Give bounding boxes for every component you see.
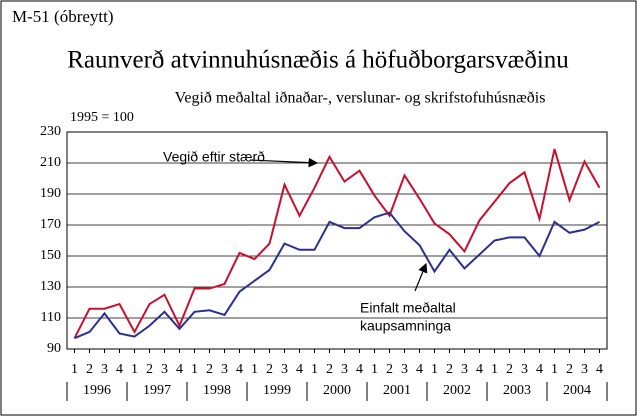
x-group-label: 2001 <box>383 383 411 398</box>
x-group-label: 2004 <box>563 383 591 398</box>
x-group-label: 2002 <box>443 383 471 398</box>
x-group-label: 1997 <box>143 383 171 398</box>
chart-label: M-51 (óbreytt) <box>12 7 114 26</box>
y-tick-label: 130 <box>40 279 61 294</box>
x-tick-label: 3 <box>521 362 528 377</box>
x-tick-label: 2 <box>506 362 513 377</box>
x-tick-label: 4 <box>536 362 543 377</box>
y-axis-label: 1995 = 100 <box>70 110 134 125</box>
x-tick-label: 1 <box>71 362 78 377</box>
x-tick-label: 2 <box>206 362 213 377</box>
y-tick-label: 230 <box>40 124 61 139</box>
x-tick-label: 2 <box>446 362 453 377</box>
x-tick-label: 1 <box>131 362 138 377</box>
y-tick-label: 190 <box>40 186 61 201</box>
annotation: kaupsamninga <box>360 318 451 334</box>
series-line <box>74 211 600 340</box>
x-tick-label: 3 <box>341 362 348 377</box>
x-tick-label: 4 <box>356 362 363 377</box>
x-tick-label: 4 <box>476 362 483 377</box>
x-tick-label: 3 <box>581 362 588 377</box>
x-tick-label: 2 <box>566 362 573 377</box>
y-tick-label: 150 <box>40 248 61 263</box>
plot-frame <box>66 131 608 350</box>
series-line <box>73 148 601 339</box>
x-group-label: 1999 <box>263 383 291 398</box>
x-tick-label: 2 <box>146 362 153 377</box>
x-tick-label: 4 <box>116 362 123 377</box>
x-tick-label: 1 <box>191 362 198 377</box>
x-group-label: 1996 <box>83 383 111 398</box>
x-tick-label: 1 <box>371 362 378 377</box>
x-tick-label: 1 <box>311 362 318 377</box>
x-group-label: 2003 <box>503 383 531 398</box>
x-tick-label: 3 <box>281 362 288 377</box>
x-tick-label: 3 <box>161 362 168 377</box>
x-tick-label: 1 <box>251 362 258 377</box>
x-tick-label: 4 <box>236 362 243 377</box>
x-tick-label: 3 <box>461 362 468 377</box>
y-tick-label: 90 <box>47 341 61 356</box>
annotation-arrow <box>414 262 428 292</box>
x-tick-label: 4 <box>596 362 603 377</box>
chart-subtitle: Vegið meðaltal iðnaðar-, verslunar- og s… <box>175 90 546 107</box>
x-tick-label: 2 <box>326 362 333 377</box>
x-tick-label: 4 <box>416 362 423 377</box>
x-tick-label: 3 <box>101 362 108 377</box>
x-group-label: 1998 <box>203 383 231 398</box>
y-tick-label: 110 <box>41 310 61 325</box>
x-tick-label: 1 <box>431 362 438 377</box>
x-group-label: 2000 <box>323 383 351 398</box>
y-tick-label: 170 <box>40 217 61 232</box>
x-tick-label: 4 <box>176 362 183 377</box>
x-tick-label: 1 <box>551 362 558 377</box>
x-tick-label: 2 <box>86 362 93 377</box>
annotation-arrow <box>249 157 319 168</box>
x-tick-label: 2 <box>266 362 273 377</box>
x-tick-label: 4 <box>296 362 303 377</box>
y-tick-label: 210 <box>40 155 61 170</box>
x-tick-label: 1 <box>491 362 498 377</box>
annotation: Einfalt meðaltal <box>360 300 456 316</box>
x-tick-label: 2 <box>386 362 393 377</box>
annotation: Vegið eftir stærð <box>163 149 265 165</box>
chart-title: Raunverð atvinnuhúsnæðis á höfuðborgarsv… <box>67 47 569 74</box>
x-tick-label: 3 <box>401 362 408 377</box>
x-tick-label: 3 <box>221 362 228 377</box>
